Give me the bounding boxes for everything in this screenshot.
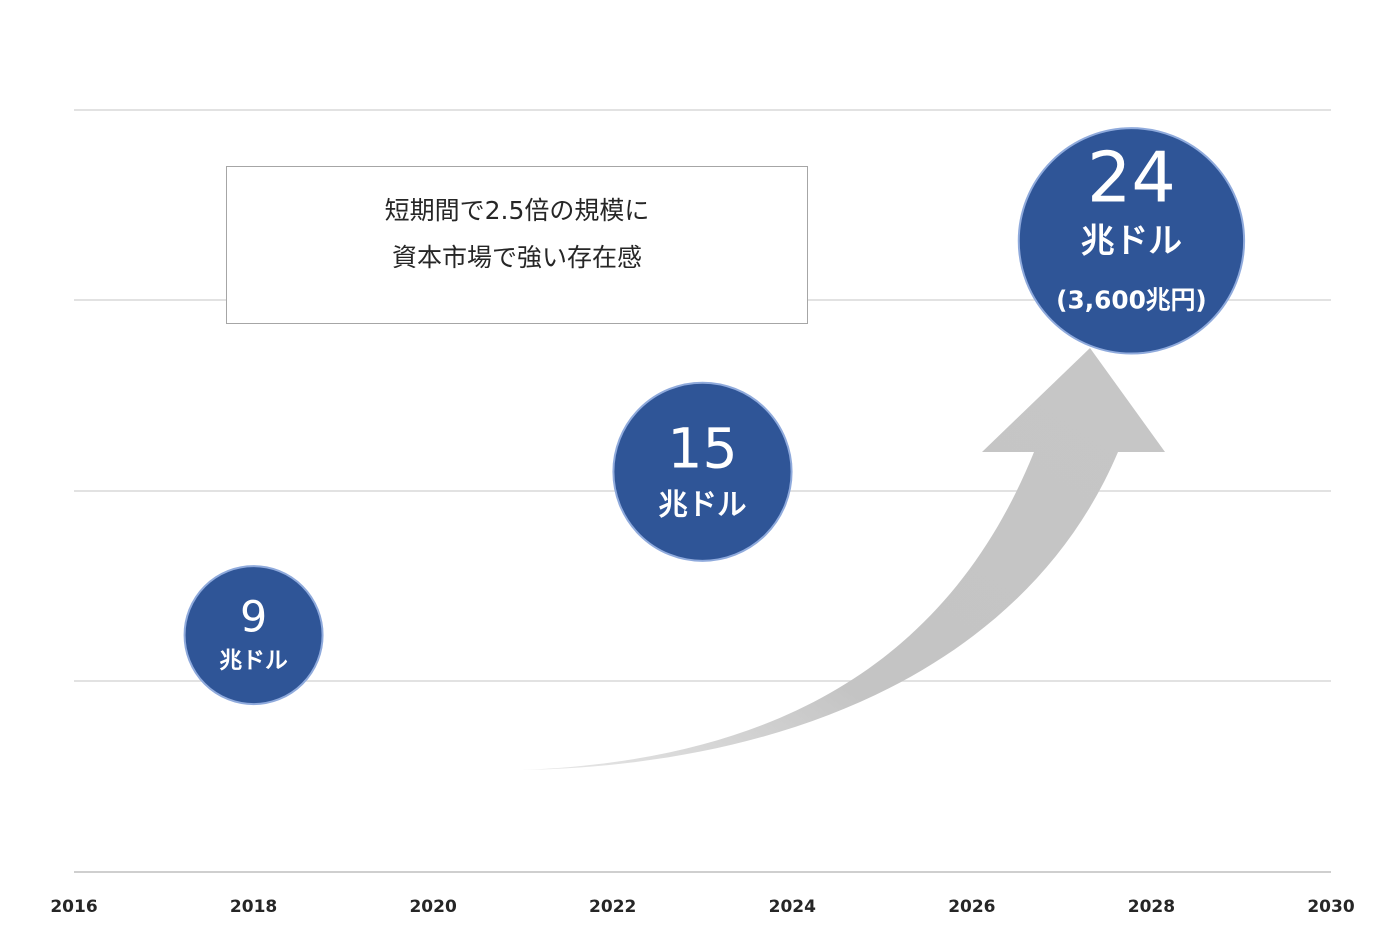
bubble-circle (183, 565, 324, 706)
bubble-unit: 兆ドル (219, 648, 288, 674)
bubble-9: 9 兆ドル (183, 565, 324, 706)
annotation-line-1: 短期間で2.5倍の規模に (384, 196, 650, 225)
x-tick-label: 2018 (230, 897, 277, 917)
bubble-unit: 兆ドル (1081, 221, 1182, 260)
trend-arrow (522, 348, 1165, 770)
bubble-value: 9 (240, 593, 267, 643)
x-axis: 2016 2018 2020 2022 2024 2026 2028 2030 (50, 871, 1355, 917)
bubble-subvalue: (3,600兆円) (1056, 285, 1207, 314)
bubble-15: 15 兆ドル (612, 381, 793, 562)
x-tick-label: 2016 (50, 897, 97, 917)
x-tick-label: 2026 (948, 897, 995, 917)
x-tick-label: 2024 (769, 897, 816, 917)
bubble-value: 15 (667, 417, 737, 481)
x-tick-label: 2022 (589, 897, 636, 917)
annotation-box: 短期間で2.5倍の規模に 資本市場で強い存在感 (226, 166, 808, 324)
x-tick-label: 2020 (409, 897, 456, 917)
annotation-line-2: 資本市場で強い存在感 (391, 243, 642, 272)
x-tick-label: 2028 (1128, 897, 1175, 917)
bubble-value: 24 (1087, 137, 1176, 218)
bubble-unit: 兆ドル (658, 488, 746, 522)
x-tick-label: 2030 (1307, 897, 1354, 917)
bubble-circle (612, 381, 793, 562)
bubble-circle (1017, 127, 1246, 355)
